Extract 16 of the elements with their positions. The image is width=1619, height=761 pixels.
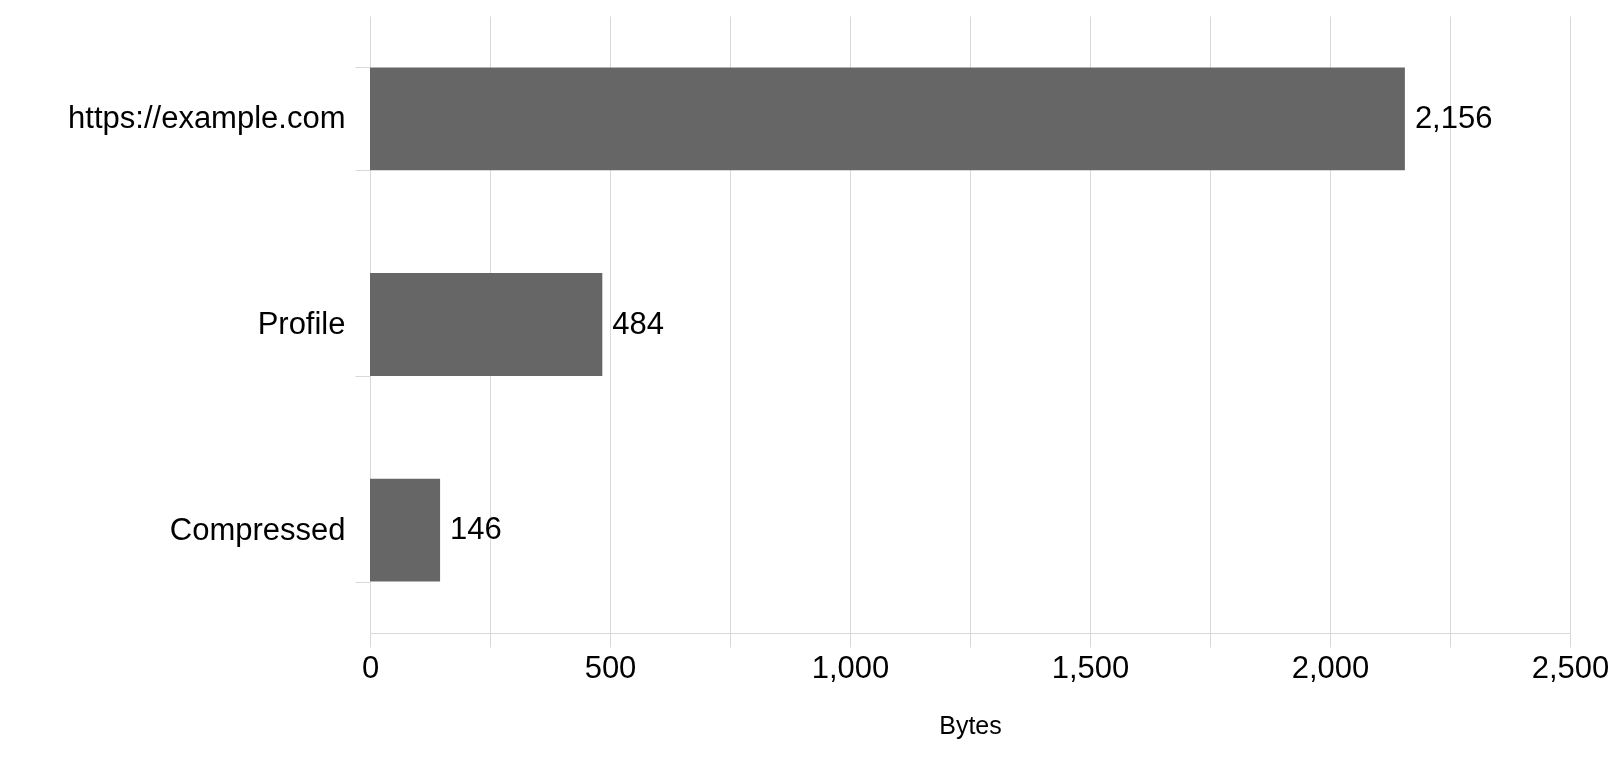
- data-label: 146: [450, 511, 502, 547]
- x-axis-title: Bytes: [939, 710, 1002, 739]
- data-label: 2,156: [1414, 99, 1493, 135]
- bar: [370, 67, 1405, 171]
- x-tick-label: 2,000: [1291, 649, 1370, 685]
- x-tick-label: 2,500: [1531, 649, 1610, 685]
- y-tick-label: Compressed: [169, 511, 346, 547]
- x-tick-label: 0: [361, 649, 380, 685]
- data-label: 484: [612, 305, 665, 341]
- bar: [370, 478, 441, 582]
- bar: [370, 273, 603, 376]
- y-tick-label: Profile: [257, 306, 346, 341]
- x-tick-label: 1,000: [811, 649, 890, 685]
- x-tick-label: 500: [584, 649, 637, 685]
- y-tick-label: https://example.com: [68, 100, 346, 136]
- x-tick-label: 1,500: [1051, 649, 1130, 685]
